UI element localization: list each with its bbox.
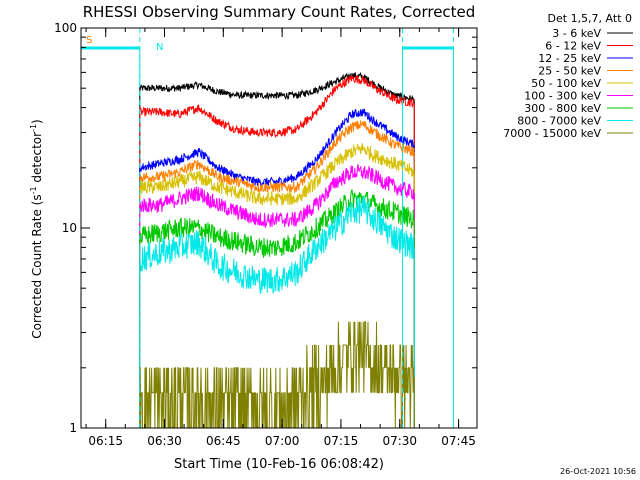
series-line-3	[139, 120, 415, 194]
y-tick-label-0: 1	[69, 421, 77, 435]
x-tick-label-4: 07:15	[324, 434, 359, 448]
y-axis-label-mid: detector	[30, 132, 44, 187]
series-line-1	[139, 75, 415, 139]
legend-label-8: 7000 - 15000 keV	[503, 127, 601, 140]
legend-label-1: 6 - 12 keV	[545, 40, 601, 53]
marker-n: N	[156, 42, 163, 53]
legend-header: Det 1,5,7, Att 0	[548, 12, 632, 25]
legend-label-5: 100 - 300 keV	[524, 90, 601, 103]
x-tick-label-1: 06:30	[147, 434, 182, 448]
axes: 1 10 100 06:15 06:30 06:45 07:00 07:15 07:30 07:4…	[54, 21, 477, 448]
y-axis-label: Corrected Count Rate (s-1 detector-1)	[29, 119, 44, 338]
y-tick-label-2: 100	[54, 21, 77, 35]
x-axis-label: Start Time (10-Feb-16 06:08:42)	[174, 457, 384, 472]
series-line-5	[139, 164, 415, 228]
x-tick-label-5: 07:30	[382, 434, 417, 448]
y-axis-label-sup1: -1	[29, 186, 38, 194]
markers: SN	[86, 35, 163, 53]
legend-label-4: 50 - 100 keV	[531, 77, 601, 90]
legend-label-3: 25 - 50 keV	[538, 65, 601, 78]
y-axis-label-sup2: -1	[29, 124, 38, 132]
legend-label-2: 12 - 25 keV	[538, 52, 601, 65]
series-line-2	[139, 108, 415, 187]
series-line-8	[139, 321, 415, 428]
x-tick-label-3: 07:00	[265, 434, 300, 448]
legend-label-7: 800 - 7000 keV	[517, 115, 601, 128]
series-line-4	[139, 143, 415, 207]
dashed-vlines	[139, 28, 454, 428]
x-tick-label-6: 07:45	[441, 434, 476, 448]
series-lines	[139, 71, 415, 428]
marker-s: S	[86, 35, 92, 46]
x-tick-label-0: 06:15	[88, 434, 123, 448]
y-axis-label-main: Corrected Count Rate (s	[30, 194, 44, 338]
series-line-0	[139, 71, 415, 103]
y-tick-label-1: 10	[62, 221, 77, 235]
y-axis-label-end: )	[30, 119, 44, 124]
x-tick-label-2: 06:45	[206, 434, 241, 448]
timestamp: 26-Oct-2021 10:56	[560, 467, 636, 476]
series-line-6	[139, 189, 415, 258]
series-line-7	[139, 196, 415, 294]
chart-title: RHESSI Observing Summary Count Rates, Co…	[83, 3, 476, 21]
legend-label-0: 3 - 6 keV	[552, 27, 601, 40]
legend-label-6: 300 - 800 keV	[524, 102, 601, 115]
